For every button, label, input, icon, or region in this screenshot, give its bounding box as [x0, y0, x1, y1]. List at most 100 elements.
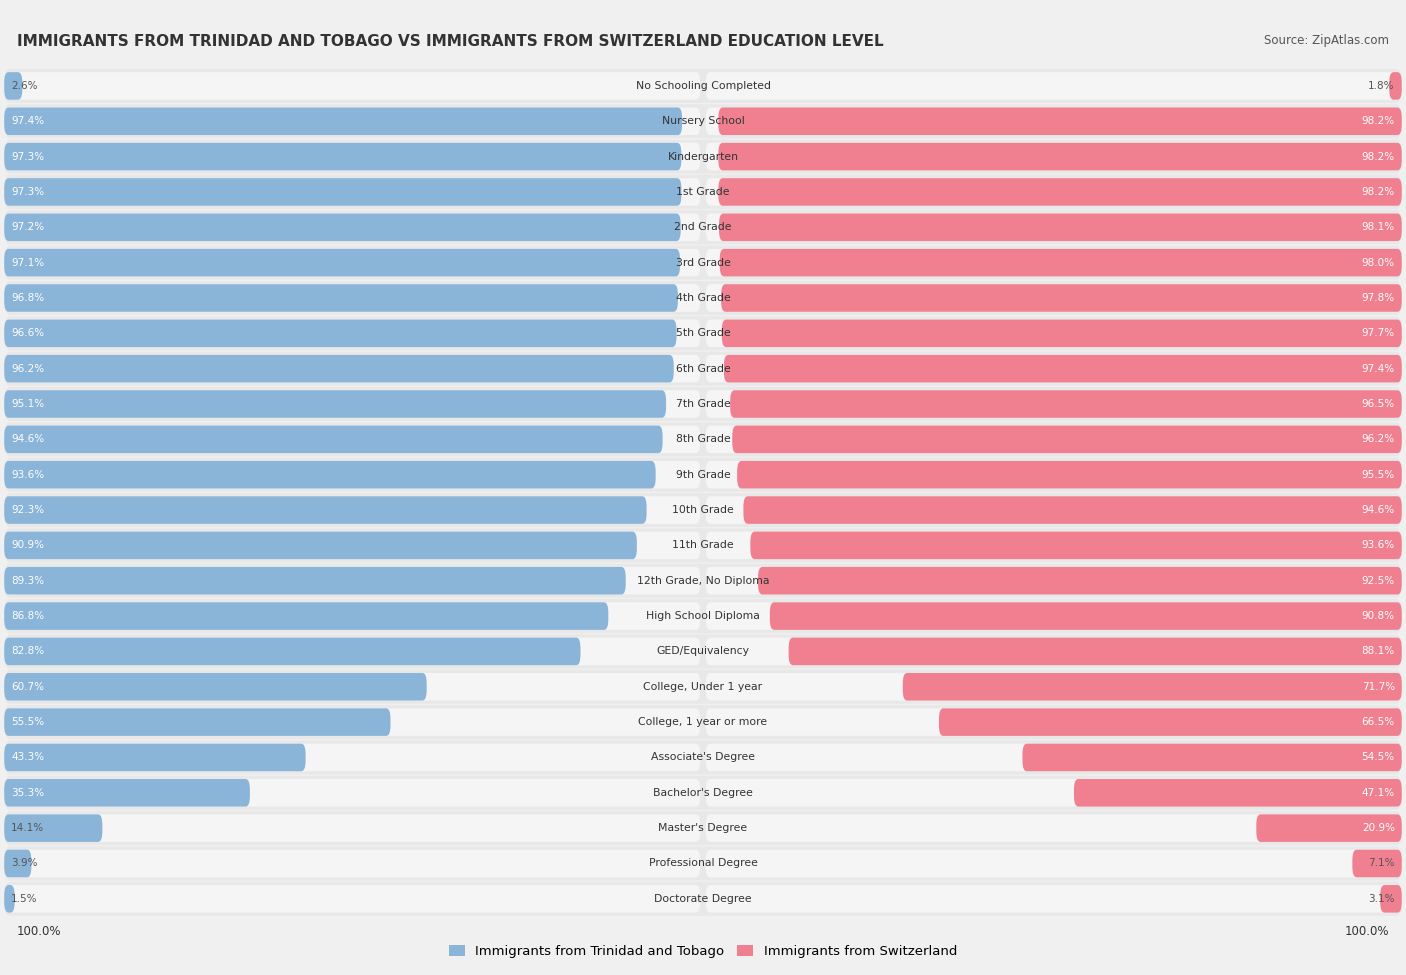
FancyBboxPatch shape — [4, 355, 673, 382]
Text: 94.6%: 94.6% — [1361, 505, 1395, 515]
FancyBboxPatch shape — [4, 211, 1402, 245]
Text: 14.1%: 14.1% — [11, 823, 45, 834]
FancyBboxPatch shape — [721, 284, 1402, 312]
FancyBboxPatch shape — [4, 673, 426, 701]
FancyBboxPatch shape — [4, 885, 700, 913]
FancyBboxPatch shape — [1257, 814, 1402, 842]
Text: 98.0%: 98.0% — [1362, 257, 1395, 268]
FancyBboxPatch shape — [1389, 72, 1402, 99]
Text: 97.8%: 97.8% — [1361, 292, 1395, 303]
Text: High School Diploma: High School Diploma — [647, 611, 759, 621]
FancyBboxPatch shape — [4, 284, 700, 312]
FancyBboxPatch shape — [4, 355, 700, 382]
Text: 92.3%: 92.3% — [11, 505, 45, 515]
FancyBboxPatch shape — [4, 142, 700, 171]
Text: IMMIGRANTS FROM TRINIDAD AND TOBAGO VS IMMIGRANTS FROM SWITZERLAND EDUCATION LEV: IMMIGRANTS FROM TRINIDAD AND TOBAGO VS I… — [17, 34, 883, 49]
Text: 47.1%: 47.1% — [1361, 788, 1395, 798]
Text: 7.1%: 7.1% — [1368, 858, 1395, 869]
Text: 43.3%: 43.3% — [11, 753, 45, 762]
Text: 97.2%: 97.2% — [11, 222, 45, 232]
FancyBboxPatch shape — [4, 493, 1402, 527]
FancyBboxPatch shape — [4, 635, 1402, 669]
FancyBboxPatch shape — [706, 603, 1402, 630]
FancyBboxPatch shape — [4, 249, 700, 277]
Text: 3.9%: 3.9% — [11, 858, 38, 869]
FancyBboxPatch shape — [1381, 885, 1402, 913]
FancyBboxPatch shape — [1074, 779, 1402, 806]
FancyBboxPatch shape — [706, 885, 1402, 913]
Text: 96.2%: 96.2% — [11, 364, 45, 373]
FancyBboxPatch shape — [4, 599, 1402, 633]
FancyBboxPatch shape — [4, 425, 662, 453]
FancyBboxPatch shape — [4, 178, 700, 206]
Text: College, Under 1 year: College, Under 1 year — [644, 682, 762, 692]
FancyBboxPatch shape — [4, 320, 700, 347]
Text: 55.5%: 55.5% — [11, 717, 45, 727]
FancyBboxPatch shape — [770, 603, 1402, 630]
Text: 9th Grade: 9th Grade — [676, 470, 730, 480]
FancyBboxPatch shape — [706, 849, 1402, 878]
FancyBboxPatch shape — [4, 705, 1402, 739]
FancyBboxPatch shape — [4, 178, 682, 206]
FancyBboxPatch shape — [4, 846, 1402, 880]
FancyBboxPatch shape — [706, 496, 1402, 524]
Text: 3rd Grade: 3rd Grade — [675, 257, 731, 268]
FancyBboxPatch shape — [706, 284, 1402, 312]
FancyBboxPatch shape — [4, 744, 305, 771]
FancyBboxPatch shape — [706, 779, 1402, 806]
Text: 11th Grade: 11th Grade — [672, 540, 734, 551]
FancyBboxPatch shape — [4, 849, 700, 878]
Text: 100.0%: 100.0% — [1344, 924, 1389, 938]
FancyBboxPatch shape — [4, 814, 103, 842]
Text: 2nd Grade: 2nd Grade — [675, 222, 731, 232]
FancyBboxPatch shape — [4, 249, 681, 277]
Text: 93.6%: 93.6% — [1361, 540, 1395, 551]
FancyBboxPatch shape — [751, 531, 1402, 560]
FancyBboxPatch shape — [758, 566, 1402, 595]
FancyBboxPatch shape — [4, 744, 700, 771]
Text: 93.6%: 93.6% — [11, 470, 45, 480]
Text: 89.3%: 89.3% — [11, 575, 45, 586]
FancyBboxPatch shape — [1353, 849, 1402, 878]
FancyBboxPatch shape — [4, 779, 250, 806]
Text: 1.5%: 1.5% — [11, 894, 38, 904]
Text: 2.6%: 2.6% — [11, 81, 38, 91]
FancyBboxPatch shape — [4, 175, 1402, 209]
Legend: Immigrants from Trinidad and Tobago, Immigrants from Switzerland: Immigrants from Trinidad and Tobago, Imm… — [443, 940, 963, 963]
Text: 96.2%: 96.2% — [1361, 434, 1395, 445]
FancyBboxPatch shape — [706, 425, 1402, 453]
FancyBboxPatch shape — [4, 390, 666, 418]
Text: 96.8%: 96.8% — [11, 292, 45, 303]
FancyBboxPatch shape — [718, 142, 1402, 171]
Text: GED/Equivalency: GED/Equivalency — [657, 646, 749, 656]
FancyBboxPatch shape — [4, 603, 609, 630]
FancyBboxPatch shape — [706, 531, 1402, 560]
Text: 97.1%: 97.1% — [11, 257, 45, 268]
Text: 95.1%: 95.1% — [11, 399, 45, 410]
FancyBboxPatch shape — [939, 708, 1402, 736]
FancyBboxPatch shape — [4, 566, 626, 595]
Text: 5th Grade: 5th Grade — [676, 329, 730, 338]
Text: 96.6%: 96.6% — [11, 329, 45, 338]
FancyBboxPatch shape — [724, 355, 1402, 382]
FancyBboxPatch shape — [1022, 744, 1402, 771]
FancyBboxPatch shape — [4, 566, 700, 595]
Text: 94.6%: 94.6% — [11, 434, 45, 445]
Text: Associate's Degree: Associate's Degree — [651, 753, 755, 762]
Text: Professional Degree: Professional Degree — [648, 858, 758, 869]
FancyBboxPatch shape — [706, 461, 1402, 488]
FancyBboxPatch shape — [733, 425, 1402, 453]
Text: 4th Grade: 4th Grade — [676, 292, 730, 303]
FancyBboxPatch shape — [4, 673, 700, 701]
Text: 88.1%: 88.1% — [1361, 646, 1395, 656]
FancyBboxPatch shape — [4, 320, 676, 347]
Text: 6th Grade: 6th Grade — [676, 364, 730, 373]
Text: 10th Grade: 10th Grade — [672, 505, 734, 515]
FancyBboxPatch shape — [4, 104, 1402, 138]
FancyBboxPatch shape — [4, 72, 700, 99]
FancyBboxPatch shape — [4, 72, 22, 99]
FancyBboxPatch shape — [4, 740, 1402, 774]
FancyBboxPatch shape — [789, 638, 1402, 665]
FancyBboxPatch shape — [4, 528, 1402, 563]
Text: Kindergarten: Kindergarten — [668, 151, 738, 162]
